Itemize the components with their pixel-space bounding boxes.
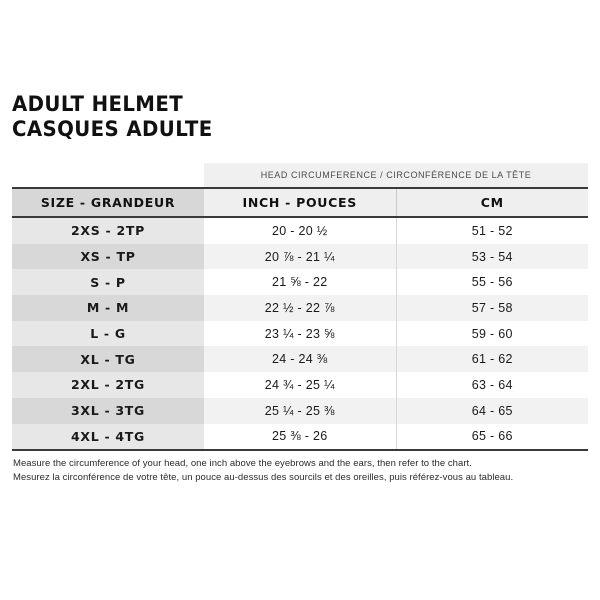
- cell-cm: 57 - 58: [396, 295, 588, 321]
- size-chart-body: HEAD CIRCUMFERENCE / CIRCONFÉRENCE DE LA…: [12, 163, 588, 452]
- cell-inch: 23 ¼ - 23 ⅝: [204, 320, 397, 347]
- cell-cm: 59 - 60: [396, 320, 588, 347]
- title-line-french: CASQUES ADULTE: [12, 117, 213, 141]
- cell-cm: 55 - 56: [396, 269, 588, 296]
- cell-size: S - P: [12, 269, 204, 296]
- cell-inch: 24 - 24 ⅜: [204, 346, 397, 373]
- table-row: 3XL - 3TG 25 ¼ - 25 ⅜ 64 - 65: [12, 397, 588, 424]
- page-title: ADULT HELMET CASQUES ADULTE: [12, 92, 572, 142]
- size-chart-table: HEAD CIRCUMFERENCE / CIRCONFÉRENCE DE LA…: [12, 163, 588, 452]
- size-chart-table-wrapper: HEAD CIRCUMFERENCE / CIRCONFÉRENCE DE LA…: [12, 163, 588, 452]
- cell-cm: 63 - 64: [396, 372, 588, 398]
- table-row: 2XS - 2TP 20 - 20 ½ 51 - 52: [12, 217, 588, 244]
- cell-inch: 22 ½ - 22 ⅞: [204, 295, 397, 321]
- table-row: XL - TG 24 - 24 ⅜ 61 - 62: [12, 346, 588, 373]
- note-line-english: Measure the circumference of your head, …: [13, 458, 472, 469]
- cell-inch: 25 ⅜ - 26: [204, 423, 397, 452]
- cell-size: XL - TG: [12, 346, 204, 373]
- group-header-head-circumference: HEAD CIRCUMFERENCE / CIRCONFÉRENCE DE LA…: [204, 163, 588, 188]
- table-row: XS - TP 20 ⅞ - 21 ¼ 53 - 54: [12, 243, 588, 270]
- cell-cm: 51 - 52: [396, 217, 588, 244]
- cell-size: 2XL - 2TG: [12, 372, 204, 398]
- cell-size: L - G: [12, 320, 204, 347]
- column-header-cm: CM: [396, 187, 588, 218]
- cell-size: 3XL - 3TG: [12, 397, 204, 424]
- cell-cm: 64 - 65: [396, 397, 588, 424]
- cell-inch: 25 ¼ - 25 ⅜: [204, 397, 397, 424]
- group-header-row: HEAD CIRCUMFERENCE / CIRCONFÉRENCE DE LA…: [12, 163, 588, 188]
- cell-inch: 21 ⅝ - 22: [204, 269, 397, 296]
- cell-cm: 53 - 54: [396, 243, 588, 270]
- cell-size: XS - TP: [12, 243, 204, 270]
- cell-inch: 24 ¾ - 25 ¼: [204, 372, 397, 398]
- cell-inch: 20 - 20 ½: [204, 217, 397, 244]
- cell-size: M - M: [12, 295, 204, 321]
- group-header-spacer: [12, 163, 204, 188]
- note-line-french: Mesurez la circonférence de votre tête, …: [13, 471, 514, 483]
- column-header-row: SIZE - GRANDEUR INCH - POUCES CM: [12, 187, 588, 218]
- table-row: L - G 23 ¼ - 23 ⅝ 59 - 60: [12, 320, 588, 347]
- cell-size: 4XL - 4TG: [12, 423, 204, 452]
- table-row: M - M 22 ½ - 22 ⅞ 57 - 58: [12, 295, 588, 321]
- cell-cm: 61 - 62: [396, 346, 588, 373]
- table-row: 2XL - 2TG 24 ¾ - 25 ¼ 63 - 64: [12, 372, 588, 398]
- cell-inch: 20 ⅞ - 21 ¼: [204, 243, 397, 270]
- table-row: 4XL - 4TG 25 ⅜ - 26 65 - 66: [12, 423, 588, 452]
- column-header-size: SIZE - GRANDEUR: [12, 187, 204, 218]
- measurement-note: Measure the circumference of your head, …: [13, 457, 583, 484]
- cell-size: 2XS - 2TP: [12, 217, 204, 244]
- cell-cm: 65 - 66: [396, 423, 588, 452]
- title-line-english: ADULT HELMET: [12, 92, 184, 116]
- table-row: S - P 21 ⅝ - 22 55 - 56: [12, 269, 588, 296]
- column-header-inch: INCH - POUCES: [204, 187, 397, 218]
